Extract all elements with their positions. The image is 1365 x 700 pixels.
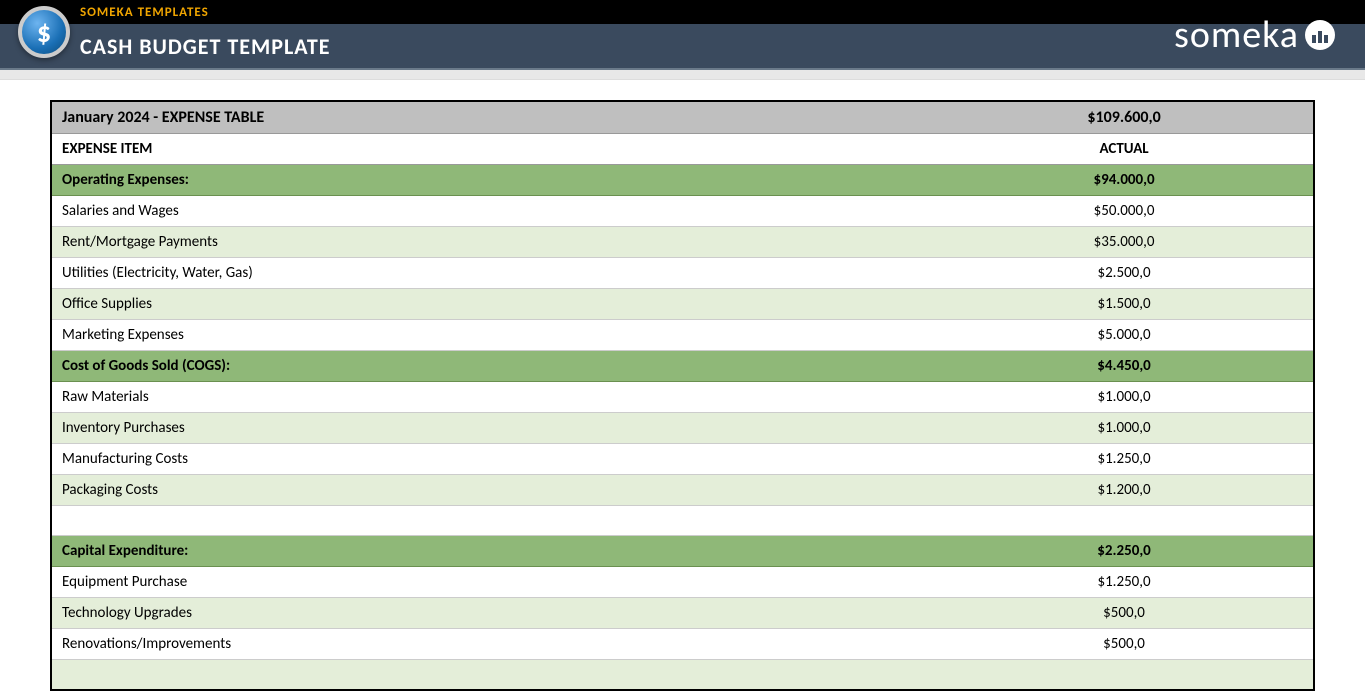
item-label: Manufacturing Costs xyxy=(51,444,935,475)
item-actual: $50.000,0 xyxy=(935,196,1314,227)
blank-cell xyxy=(51,660,935,690)
item-label: Inventory Purchases xyxy=(51,413,935,444)
item-actual: $35.000,0 xyxy=(935,227,1314,258)
category-subtotal: $4.450,0 xyxy=(935,351,1314,382)
item-label: Office Supplies xyxy=(51,289,935,320)
col-header-item: EXPENSE ITEM xyxy=(51,134,935,165)
item-label: Technology Upgrades xyxy=(51,598,935,629)
table-total: $109.600,0 xyxy=(935,101,1314,134)
item-actual: $5.000,0 xyxy=(935,320,1314,351)
page-title: CASH BUDGET TEMPLATE xyxy=(80,33,331,60)
item-actual: $1.200,0 xyxy=(935,475,1314,506)
category-label: Operating Expenses: xyxy=(51,165,935,196)
spacer xyxy=(0,70,1365,80)
item-actual: $500,0 xyxy=(935,598,1314,629)
item-label: Marketing Expenses xyxy=(51,320,935,351)
top-brand-bar: SOMEKA TEMPLATES xyxy=(0,0,1365,24)
col-header-actual: ACTUAL xyxy=(935,134,1314,165)
dollar-logo-icon: $ xyxy=(18,6,70,58)
item-actual: $500,0 xyxy=(935,629,1314,660)
category-label: Cost of Goods Sold (COGS): xyxy=(51,351,935,382)
item-actual: $1.250,0 xyxy=(935,444,1314,475)
someka-logo: someka xyxy=(1174,12,1335,58)
item-actual: $1.250,0 xyxy=(935,567,1314,598)
chart-icon xyxy=(1305,20,1335,50)
item-label: Renovations/Improvements xyxy=(51,629,935,660)
brand-small-text: SOMEKA TEMPLATES xyxy=(80,5,209,20)
item-label: Salaries and Wages xyxy=(51,196,935,227)
table-title: January 2024 - EXPENSE TABLE xyxy=(51,101,935,134)
item-actual: $1.500,0 xyxy=(935,289,1314,320)
item-label: Rent/Mortgage Payments xyxy=(51,227,935,258)
blank-cell xyxy=(51,506,935,536)
item-actual: $1.000,0 xyxy=(935,382,1314,413)
blank-cell xyxy=(935,506,1314,536)
item-label: Utilities (Electricity, Water, Gas) xyxy=(51,258,935,289)
category-label: Capital Expenditure: xyxy=(51,536,935,567)
expense-table: January 2024 - EXPENSE TABLE$109.600,0EX… xyxy=(50,100,1315,691)
item-label: Equipment Purchase xyxy=(51,567,935,598)
content-area: January 2024 - EXPENSE TABLE$109.600,0EX… xyxy=(0,80,1365,691)
category-subtotal: $94.000,0 xyxy=(935,165,1314,196)
title-bar: $ CASH BUDGET TEMPLATE someka xyxy=(0,24,1365,70)
category-subtotal: $2.250,0 xyxy=(935,536,1314,567)
item-label: Raw Materials xyxy=(51,382,935,413)
item-label: Packaging Costs xyxy=(51,475,935,506)
blank-cell xyxy=(935,660,1314,690)
item-actual: $2.500,0 xyxy=(935,258,1314,289)
item-actual: $1.000,0 xyxy=(935,413,1314,444)
